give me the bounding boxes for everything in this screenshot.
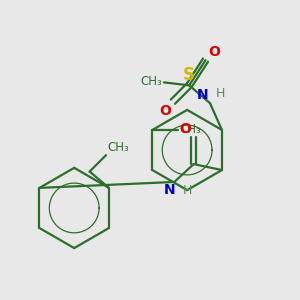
Text: CH₃: CH₃ — [141, 75, 163, 88]
Text: CH₃: CH₃ — [107, 141, 129, 154]
Text: O: O — [208, 45, 220, 58]
Text: O: O — [179, 122, 191, 136]
Text: H: H — [215, 87, 225, 100]
Text: N: N — [164, 183, 176, 197]
Text: O: O — [160, 104, 171, 118]
Text: H: H — [183, 184, 192, 197]
Text: S: S — [183, 66, 195, 84]
Text: CH₃: CH₃ — [179, 122, 201, 136]
Text: N: N — [197, 88, 208, 102]
